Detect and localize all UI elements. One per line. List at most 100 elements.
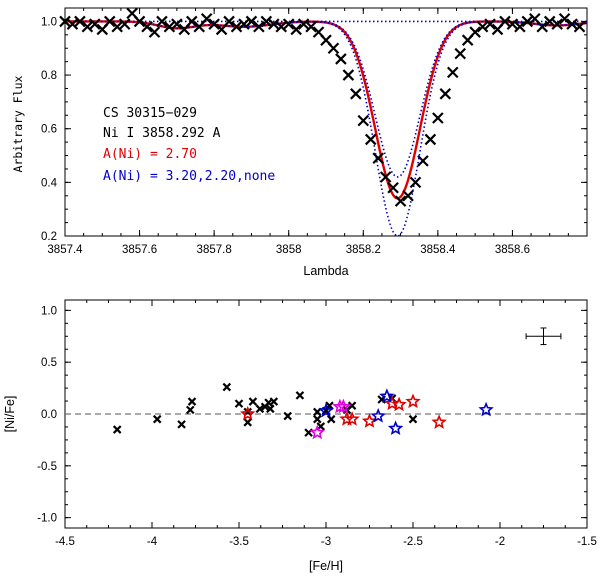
spectrum-y-tick-label: 1.0 bbox=[41, 16, 57, 28]
observed-point bbox=[133, 15, 146, 28]
literature-point bbox=[347, 401, 357, 410]
abundance-panel: -4.5 -4 -3.5 -3 -2.5 -2 -1.5 -1.0 -0.5 0.0 0.5 1.0… bbox=[3, 299, 597, 573]
observed-point bbox=[409, 176, 422, 189]
literature-point bbox=[243, 418, 252, 427]
spectrum-x-tick-label: 3858.6 bbox=[495, 244, 530, 256]
annotation-star-name: CS 30315−029 bbox=[103, 106, 197, 121]
literature-point bbox=[283, 411, 292, 421]
observed-point bbox=[536, 20, 549, 33]
observed-point bbox=[208, 18, 220, 30]
observed-point bbox=[543, 15, 556, 28]
observed-point bbox=[327, 42, 340, 55]
observed-point bbox=[379, 171, 392, 183]
blue-stars-point bbox=[379, 388, 395, 403]
spectrum-y-tick-label: 0.2 bbox=[41, 231, 57, 243]
red-stars-point bbox=[431, 414, 447, 429]
spectrum-x-tick-label: 3858.4 bbox=[420, 244, 456, 256]
observed-point bbox=[364, 133, 377, 146]
literature-point bbox=[295, 391, 305, 400]
red-stars-point bbox=[344, 411, 360, 426]
observed-point bbox=[454, 47, 467, 60]
literature-point bbox=[255, 404, 265, 414]
observed-point bbox=[223, 15, 235, 28]
literature-point bbox=[152, 414, 162, 424]
observed-point bbox=[499, 15, 511, 28]
annotation-line-id: Ni I 3858.292 A bbox=[103, 126, 221, 141]
observed-point bbox=[402, 189, 414, 202]
observed-point bbox=[484, 18, 496, 30]
observed-point bbox=[290, 23, 302, 36]
observed-point bbox=[66, 18, 79, 30]
spectrum-x-tick-label: 3857.8 bbox=[197, 244, 232, 256]
observed-point bbox=[305, 20, 317, 33]
observed-point bbox=[521, 15, 534, 28]
magenta-stars-point bbox=[335, 398, 352, 414]
spectrum-panel: 3857.4 3857.6 3857.8 3858 3858.2 3858.4 3858.6… bbox=[11, 7, 588, 278]
abundance-y-label: [Ni/Fe] bbox=[3, 396, 17, 433]
observed-point bbox=[141, 20, 153, 33]
literature-point bbox=[187, 397, 197, 406]
observed-point bbox=[275, 20, 288, 33]
observed-point bbox=[238, 18, 250, 30]
observed-point bbox=[200, 12, 213, 25]
observed-point bbox=[372, 152, 384, 164]
spectrum-x-tick-label: 3857.6 bbox=[122, 244, 157, 256]
observed-point bbox=[230, 20, 243, 33]
abundance-x-tick-label: -4.5 bbox=[55, 536, 75, 548]
spectrum-y-ticks: 0.2 0.4 0.6 0.8 1.0 bbox=[41, 7, 587, 243]
literature-point bbox=[326, 414, 336, 424]
annotation-alt-fits: A(Ni) = 3.20,2.20,none bbox=[103, 169, 275, 184]
annotation-best-fit: A(Ni) = 2.70 bbox=[103, 147, 197, 162]
observed-point bbox=[163, 20, 176, 33]
spectrum-x-ticks: 3857.4 3857.6 3857.8 3858 3858.2 3858.4 3858.6 bbox=[47, 8, 588, 256]
blue-stars-point bbox=[318, 402, 334, 418]
spectrum-x-tick-label: 3857.4 bbox=[47, 244, 83, 256]
red-stars-point bbox=[240, 405, 256, 421]
spectrum-plot-frame bbox=[64, 7, 588, 237]
observed-point bbox=[476, 20, 489, 33]
model-curve-a-ni-2-70 bbox=[65, 20, 588, 200]
literature-point bbox=[408, 414, 418, 424]
observed-point bbox=[417, 155, 429, 167]
abundance-x-tick-label: -2.5 bbox=[403, 536, 423, 548]
spectrum-x-tick-label: 3858.2 bbox=[346, 244, 381, 256]
observed-point bbox=[89, 18, 101, 30]
literature-point bbox=[234, 399, 244, 408]
abundance-y-tick-label: 1.0 bbox=[41, 305, 57, 317]
literature-point bbox=[112, 425, 122, 434]
abundance-x-label: [Fe/H] bbox=[309, 559, 343, 573]
observed-point bbox=[74, 15, 86, 28]
red-stars-point bbox=[384, 395, 400, 411]
red-stars-point bbox=[405, 393, 421, 409]
observed-point bbox=[185, 15, 198, 28]
observed-point bbox=[350, 88, 362, 100]
observed-point bbox=[424, 133, 437, 146]
observed-point bbox=[558, 12, 571, 25]
observed-point bbox=[253, 20, 265, 33]
abundance-points bbox=[112, 382, 494, 440]
observed-point bbox=[118, 18, 131, 30]
abundance-x-tick-label: -3 bbox=[321, 536, 331, 548]
literature-point bbox=[222, 382, 232, 392]
literature-point bbox=[313, 407, 322, 417]
spectrum-y-tick-label: 0.6 bbox=[41, 124, 57, 136]
blue-stars-point bbox=[370, 407, 386, 423]
observed-point bbox=[357, 114, 370, 127]
observed-point bbox=[59, 15, 71, 28]
abundance-x-tick-label: -1.5 bbox=[577, 536, 597, 548]
literature-point bbox=[248, 397, 258, 406]
abundance-y-tick-label: -1.0 bbox=[37, 513, 57, 525]
observed-points bbox=[59, 7, 586, 207]
observed-point bbox=[566, 18, 578, 30]
observed-point bbox=[469, 26, 481, 38]
spectrum-annotations: CS 30315−029 Ni I 3858.292 A A(Ni) = 2.7… bbox=[103, 106, 275, 184]
literature-point bbox=[186, 405, 195, 415]
spectrum-y-tick-label: 0.8 bbox=[41, 70, 57, 82]
observed-point bbox=[342, 69, 355, 81]
abundance-x-tick-label: -4 bbox=[147, 536, 158, 548]
spectrum-x-tick-label: 3858 bbox=[276, 244, 302, 256]
red-stars-point bbox=[361, 413, 378, 428]
spectrum-y-label: Arbitrary Flux bbox=[11, 75, 25, 172]
observed-point bbox=[439, 88, 452, 100]
